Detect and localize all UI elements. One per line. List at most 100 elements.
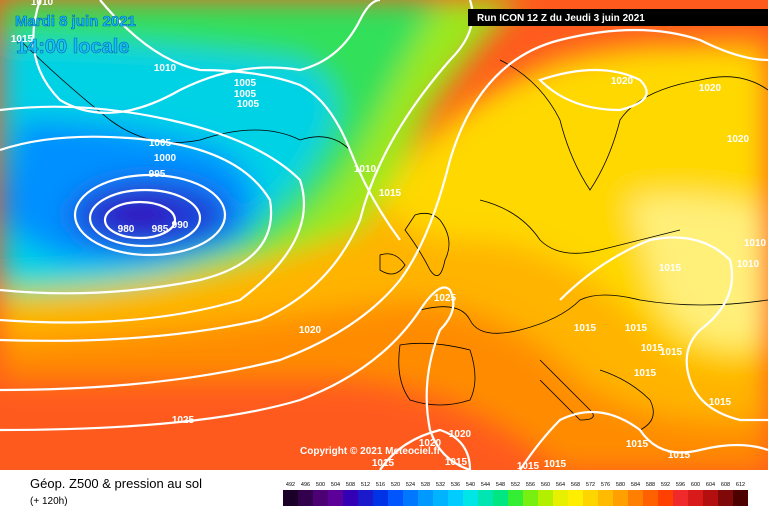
isobar-label: 1015 (574, 323, 597, 334)
isobars (0, 0, 768, 470)
footer-lead: (+ 120h) (30, 496, 68, 507)
footer-title: Géop. Z500 & pression au sol (30, 476, 202, 491)
legend-swatch (703, 490, 718, 506)
legend-label: 596 (676, 482, 685, 488)
isobar-label: 1005 (237, 99, 260, 110)
legend-label: 560 (541, 482, 550, 488)
isobar-label: 1020 (611, 76, 634, 87)
date-label: Mardi 8 juin 2021 (15, 13, 136, 30)
legend-label: 612 (736, 482, 745, 488)
isobar-label: 1010 (154, 63, 177, 74)
isobar-label: 1020 (727, 134, 750, 145)
legend-swatch (718, 490, 733, 506)
legend-label: 516 (376, 482, 385, 488)
isobar-label: 1010 (31, 0, 54, 8)
legend-label: 604 (706, 482, 715, 488)
legend-label: 544 (481, 482, 490, 488)
legend-swatch (613, 490, 628, 506)
legend-label: 500 (316, 482, 325, 488)
isobar-label: 1015 (379, 188, 402, 199)
isobar-label: 1015 (634, 368, 657, 379)
legend-label: 540 (466, 482, 475, 488)
isobar-label: 1015 (517, 461, 540, 472)
legend-swatch (403, 490, 418, 506)
legend-label: 592 (661, 482, 670, 488)
legend-label: 512 (361, 482, 370, 488)
isobar-label: 1005 (234, 78, 257, 89)
legend-swatch (523, 490, 538, 506)
isobar-label: 1010 (354, 164, 377, 175)
isobar-label: 1015 (660, 347, 683, 358)
legend-swatch (418, 490, 433, 506)
isobar-label: 1015 (668, 450, 691, 461)
isobar-label: 985 (152, 224, 169, 235)
legend-swatch (583, 490, 598, 506)
legend-label: 492 (286, 482, 295, 488)
legend-label: 552 (511, 482, 520, 488)
legend-swatch (343, 490, 358, 506)
legend-label: 568 (571, 482, 580, 488)
isobar-label: 1000 (154, 153, 177, 164)
isobar-label: 1025 (172, 415, 195, 426)
isobar-label: 990 (172, 220, 189, 231)
legend-swatch (733, 490, 748, 506)
legend-label: 548 (496, 482, 505, 488)
legend-swatch (433, 490, 448, 506)
legend-swatch (568, 490, 583, 506)
field (0, 0, 768, 470)
isobar-label: 995 (149, 169, 166, 180)
legend-label: 576 (601, 482, 610, 488)
legend-label: 524 (406, 482, 415, 488)
legend-label: 588 (646, 482, 655, 488)
isobar-label: 1015 (625, 323, 648, 334)
legend-swatch (598, 490, 613, 506)
legend-swatch (688, 490, 703, 506)
isobar-label: 1010 (744, 238, 767, 249)
legend-swatch (538, 490, 553, 506)
isobar-label: 1020 (699, 83, 722, 94)
isobar-label: 1015 (709, 397, 732, 408)
isobar-label: 1015 (659, 263, 682, 274)
legend-swatch (658, 490, 673, 506)
legend-label: 508 (346, 482, 355, 488)
isobar-label: 1020 (299, 325, 322, 336)
legend-label: 580 (616, 482, 625, 488)
legend-swatch (298, 490, 313, 506)
legend: 492 496 500 504 508 512 516 520 524 528 532 536 540 5… (283, 482, 748, 506)
isobar-label: 1005 (149, 138, 172, 149)
time-label: 14:00 locale (16, 36, 129, 58)
legend-label: 520 (391, 482, 400, 488)
isobar-label: 1015 (445, 457, 468, 468)
isobar-label: 1015 (626, 439, 649, 450)
isobar-label: 1025 (434, 293, 457, 304)
run-label: Run ICON 12 Z du Jeudi 3 juin 2021 (477, 13, 645, 24)
legend-swatch (358, 490, 373, 506)
run-box (468, 9, 768, 26)
legend-label: 528 (421, 482, 430, 488)
copyright: Copyright © 2021 Meteociel.fr (300, 446, 441, 457)
legend-label: 600 (691, 482, 700, 488)
legend-swatch (313, 490, 328, 506)
legend-label: 584 (631, 482, 640, 488)
legend-swatch (373, 490, 388, 506)
legend-label: 532 (436, 482, 445, 488)
legend-label: 556 (526, 482, 535, 488)
legend-swatch (508, 490, 523, 506)
legend-swatch (388, 490, 403, 506)
legend-label: 504 (331, 482, 340, 488)
legend-swatch (448, 490, 463, 506)
isobar-label: 1020 (419, 438, 442, 449)
legend-swatch (493, 490, 508, 506)
legend-label: 564 (556, 482, 565, 488)
legend-swatch (553, 490, 568, 506)
isobar-label: 1015 (544, 459, 567, 470)
legend-label: 496 (301, 482, 310, 488)
legend-swatch (463, 490, 478, 506)
isobar-label: 1015 (372, 458, 395, 469)
legend-swatch (283, 490, 298, 506)
coastlines (19, 39, 768, 431)
legend-swatch (673, 490, 688, 506)
isobar-labels: 1010101510101005100510051005100099599098… (11, 0, 767, 472)
